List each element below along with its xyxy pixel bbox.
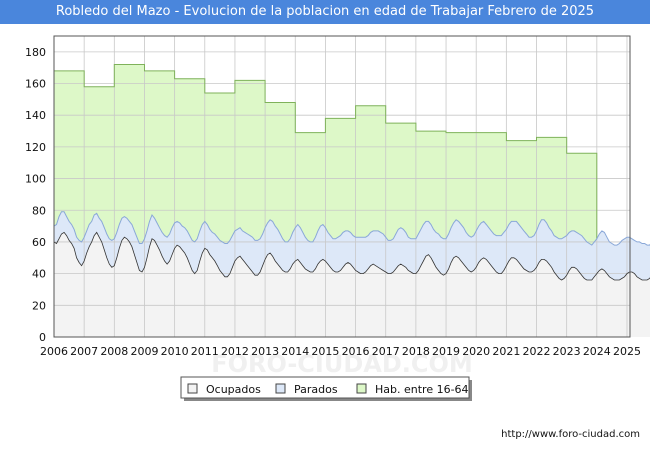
- x-tick-label: 2017: [372, 345, 400, 358]
- legend-swatch: [275, 383, 286, 394]
- x-tick-label: 2022: [523, 345, 551, 358]
- plot-border: [53, 35, 631, 338]
- x-tick-label: 2023: [553, 345, 581, 358]
- x-tick-label: 2015: [311, 345, 339, 358]
- x-tick-label: 2019: [432, 345, 460, 358]
- x-tick-label: 2006: [40, 345, 68, 358]
- y-tick-label: 160: [25, 78, 46, 91]
- y-tick-label: 100: [25, 173, 46, 186]
- legend-label: Parados: [294, 383, 338, 396]
- x-tick-label: 2012: [221, 345, 249, 358]
- y-tick-label: 80: [32, 204, 46, 217]
- chart-title: Robledo del Mazo - Evolucion de la pobla…: [0, 0, 650, 24]
- x-tick-label: 2011: [191, 345, 219, 358]
- source-url[interactable]: http://www.foro-ciudad.com: [501, 429, 640, 440]
- x-tick-label: 2024: [583, 345, 611, 358]
- y-tick-label: 120: [25, 141, 46, 154]
- x-tick-label: 2020: [462, 345, 490, 358]
- x-tick-label: 2008: [100, 345, 128, 358]
- legend-label: Ocupados: [206, 383, 261, 396]
- legend-label: Hab. entre 16-64: [375, 383, 469, 396]
- series-ocupados-area: [54, 232, 650, 337]
- legend-swatch: [187, 383, 198, 394]
- series-ocupados-line: [53, 231, 650, 281]
- series-parados-area: [54, 211, 650, 280]
- x-tick-label: 2018: [402, 345, 430, 358]
- x-tick-label: 2007: [70, 345, 98, 358]
- legend-box: [180, 376, 470, 399]
- x-tick-label: 2021: [492, 345, 520, 358]
- x-tick-label: 2016: [342, 345, 370, 358]
- series-hab-line: [54, 64, 598, 239]
- y-tick-label: 180: [25, 46, 46, 59]
- watermark-bottom: FORO-CIUDAD.COM: [211, 350, 473, 378]
- y-tick-label: 140: [25, 109, 46, 122]
- x-tick-label: 2010: [161, 345, 189, 358]
- legend-swatch: [356, 383, 367, 394]
- x-tick-label: 2013: [251, 345, 279, 358]
- y-tick-label: 20: [32, 299, 46, 312]
- y-tick-label: 40: [32, 268, 46, 281]
- y-tick-label: 60: [32, 236, 46, 249]
- x-tick-label: 2014: [281, 345, 309, 358]
- series-parados-line: [53, 211, 650, 246]
- x-tick-label: 2025: [613, 345, 641, 358]
- legend: Ocupados Parados Hab. entre 16-64: [180, 376, 472, 401]
- x-tick-label: 2009: [130, 345, 158, 358]
- y-tick-label: 0: [39, 331, 46, 344]
